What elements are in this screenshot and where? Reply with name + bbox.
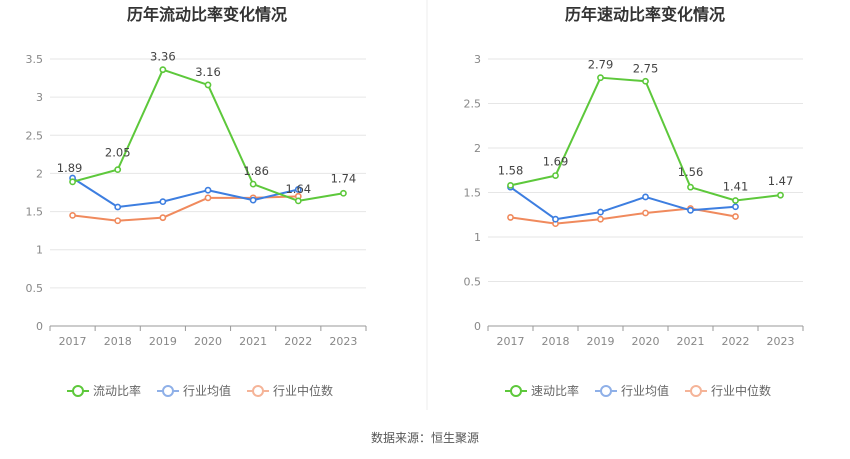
series-line-1 [72, 177, 299, 208]
y-tick-label: 1 [36, 244, 43, 257]
data-point [597, 208, 604, 216]
data-point [552, 215, 559, 223]
y-tick-label: 3.5 [26, 53, 44, 66]
x-tick-label: 2019 [587, 335, 615, 348]
data-label: 1.41 [723, 180, 749, 194]
data-source-note: 数据来源：恒生聚源 [370, 431, 479, 445]
x-tick-label: 2017 [497, 335, 525, 348]
data-point [114, 166, 122, 174]
legend-swatch-marker [162, 385, 174, 397]
x-tick-label: 2020 [632, 335, 660, 348]
legend-label: 速动比率 [531, 383, 579, 398]
data-point [340, 189, 347, 197]
data-point [732, 213, 739, 220]
data-label: 2.75 [633, 61, 659, 75]
data-label: 1.56 [678, 165, 704, 179]
series-line-1 [509, 186, 736, 221]
data-label: 1.86 [243, 164, 269, 178]
data-point [294, 197, 302, 205]
data-point [69, 211, 76, 219]
x-tick-label: 2023 [767, 335, 795, 348]
y-tick-label: 0.5 [464, 276, 482, 289]
x-tick-label: 2018 [542, 335, 570, 348]
x-tick-label: 2018 [104, 335, 132, 348]
legend-swatch-marker [600, 385, 612, 397]
data-label: 2.79 [588, 58, 614, 72]
data-point [552, 172, 559, 179]
data-point [114, 203, 122, 211]
legend-label: 行业均值 [621, 383, 669, 398]
y-tick-label: 1.5 [464, 187, 482, 200]
data-point [249, 196, 257, 204]
y-tick-label: 0.5 [26, 282, 44, 295]
data-point [159, 214, 167, 222]
data-label: 1.47 [768, 174, 794, 188]
y-tick-label: 2 [36, 167, 43, 180]
data-point [507, 181, 514, 189]
data-point [69, 178, 76, 186]
x-tick-label: 2022 [284, 335, 312, 348]
data-point [777, 191, 784, 199]
data-point [732, 203, 739, 211]
data-point [642, 193, 649, 201]
legend-label: 流动比率 [93, 383, 141, 398]
data-point [294, 186, 302, 193]
data-point [597, 215, 604, 223]
data-point [597, 74, 604, 82]
data-label: 2.05 [105, 146, 131, 160]
data-label: 1.74 [331, 171, 357, 185]
x-tick-label: 2020 [194, 335, 222, 348]
x-tick-label: 2017 [59, 335, 87, 348]
data-point [642, 77, 649, 85]
data-point [642, 209, 649, 217]
y-tick-label: 1.5 [26, 206, 44, 219]
y-tick-label: 3 [474, 53, 481, 66]
chart-title: 历年速动比率变化情况 [565, 5, 725, 24]
data-label: 3.16 [195, 65, 221, 79]
legend-swatch-marker [252, 385, 264, 397]
quick-ratio-chart: 历年速动比率变化情况 0 0.5 1 1.5 2 2.5 3 2017 2018 2019 2020 2… [464, 5, 804, 398]
y-tick-label: 0 [36, 320, 43, 333]
data-point [204, 186, 212, 194]
y-tick-label: 2.5 [464, 98, 482, 111]
x-tick-label: 2023 [329, 335, 357, 348]
data-point [732, 197, 739, 204]
data-point [204, 81, 212, 89]
data-point [687, 183, 694, 191]
data-label: 1.89 [57, 161, 83, 175]
data-label: 1.64 [285, 182, 311, 196]
legend-swatch-marker [510, 385, 522, 397]
legend-swatch-marker [690, 385, 702, 397]
y-tick-label: 0 [474, 320, 481, 333]
data-label: 3.36 [150, 50, 176, 64]
y-tick-label: 2 [474, 142, 481, 155]
y-tick-label: 3 [36, 91, 43, 104]
x-tick-label: 2021 [677, 335, 705, 348]
chart-title: 历年流动比率变化情况 [127, 5, 287, 24]
x-tick-label: 2021 [239, 335, 267, 348]
legend-label: 行业中位数 [711, 383, 771, 398]
legend-swatch-marker [72, 385, 84, 397]
data-point [249, 180, 257, 188]
y-tick-label: 2.5 [26, 129, 44, 142]
data-point [687, 206, 694, 214]
x-tick-label: 2022 [722, 335, 750, 348]
data-point [507, 214, 514, 221]
data-point [204, 194, 212, 202]
data-point [159, 198, 167, 206]
x-tick-label: 2019 [149, 335, 177, 348]
legend-label: 行业中位数 [273, 383, 333, 398]
data-point [114, 217, 122, 225]
data-label: 1.69 [543, 155, 569, 169]
data-point [159, 66, 167, 74]
y-tick-label: 1 [474, 231, 481, 244]
data-label: 1.58 [498, 163, 524, 177]
legend-label: 行业均值 [183, 383, 231, 398]
current-ratio-chart: 历年流动比率变化情况 0 0.5 1 1.5 2 2.5 3 3.5 2017 2018 2019 20… [26, 5, 367, 398]
